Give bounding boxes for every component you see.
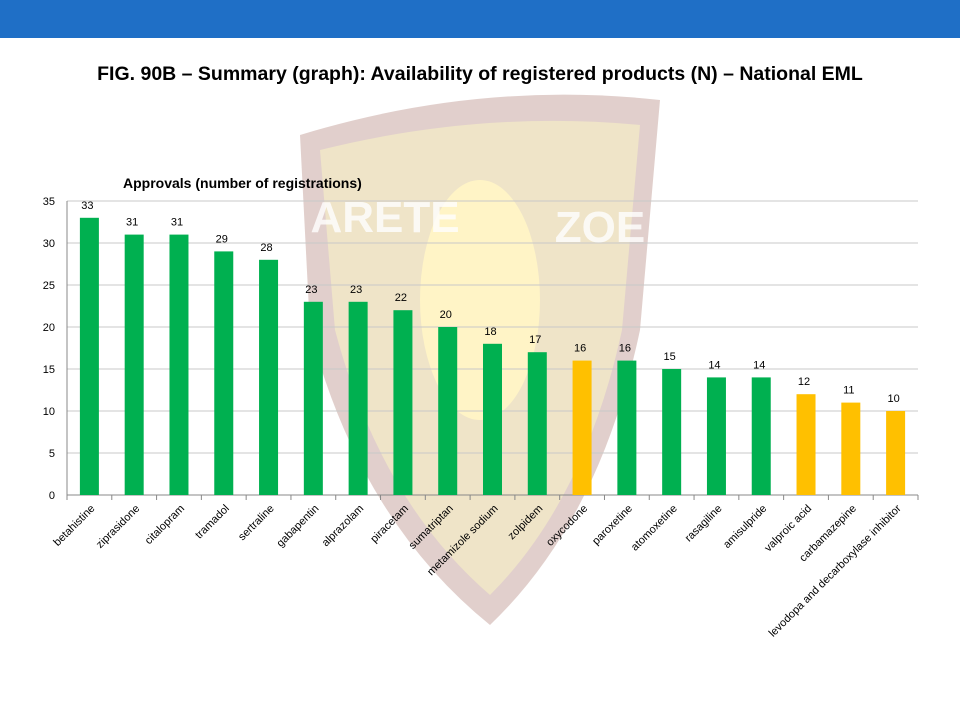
- bar: [706, 377, 726, 495]
- y-tick-label: 5: [49, 448, 55, 460]
- bar: [348, 301, 368, 495]
- data-label: 18: [484, 326, 496, 338]
- x-tick-label: betahistine: [51, 503, 97, 549]
- bar: [572, 360, 592, 495]
- data-label: 28: [260, 242, 272, 254]
- data-label: 20: [440, 309, 452, 321]
- bar: [483, 343, 502, 495]
- bar: [214, 251, 234, 495]
- x-tick-label: paroxetine: [590, 503, 635, 548]
- x-tick-label: alprazolam: [320, 503, 367, 550]
- data-label: 14: [708, 359, 720, 371]
- watermark-text: ZOE: [555, 203, 645, 252]
- y-tick-label: 15: [43, 364, 55, 376]
- data-label: 16: [574, 343, 586, 355]
- bar: [527, 352, 547, 495]
- bar: [751, 377, 771, 495]
- shield: [300, 94, 660, 625]
- bar: [79, 217, 99, 496]
- data-label: 33: [81, 200, 93, 212]
- data-label: 15: [664, 351, 676, 363]
- x-tick-label: atomoxetine: [629, 503, 680, 554]
- bar: [841, 402, 861, 495]
- data-label: 23: [305, 284, 317, 296]
- data-label: 17: [529, 334, 541, 346]
- x-tick-label: gabapentin: [274, 503, 321, 550]
- chart-title: Approvals (number of registrations): [123, 175, 362, 191]
- y-tick-label: 25: [43, 280, 55, 292]
- y-tick-label: 0: [49, 490, 55, 502]
- x-tick-label: amisulpride: [721, 503, 769, 551]
- bar: [169, 234, 189, 495]
- y-tick-label: 35: [43, 196, 55, 208]
- bar: [617, 360, 637, 495]
- bar: [886, 411, 906, 495]
- data-label: 10: [887, 393, 899, 405]
- bar: [796, 394, 816, 495]
- y-tick-label: 30: [43, 238, 55, 250]
- data-label: 31: [126, 217, 138, 229]
- y-tick-label: 10: [43, 406, 55, 418]
- bar: [124, 234, 144, 495]
- data-label: 22: [395, 292, 407, 304]
- x-tick-label: ziprasidone: [94, 503, 142, 551]
- slide-title: FIG. 90B – Summary (graph): Availability…: [97, 63, 863, 85]
- x-tick-label: rasagiline: [683, 503, 725, 545]
- data-label: 23: [350, 284, 362, 296]
- header-bar: [0, 0, 960, 38]
- bar: [259, 259, 279, 495]
- x-tick-label: citalopram: [143, 503, 187, 547]
- watermark-text: ARETE: [310, 193, 459, 242]
- bar: [393, 310, 413, 495]
- y-tick-label: 20: [43, 322, 55, 334]
- bar: [662, 369, 682, 495]
- bar: [303, 301, 323, 495]
- bar: [438, 327, 458, 495]
- data-label: 16: [619, 343, 631, 355]
- data-label: 12: [798, 376, 810, 388]
- data-label: 11: [843, 385, 854, 397]
- x-tick-label: sertraline: [236, 503, 276, 543]
- data-label: 31: [171, 217, 183, 229]
- x-tick-label: tramadol: [193, 503, 232, 542]
- data-label: 14: [753, 359, 765, 371]
- data-label: 29: [216, 233, 228, 245]
